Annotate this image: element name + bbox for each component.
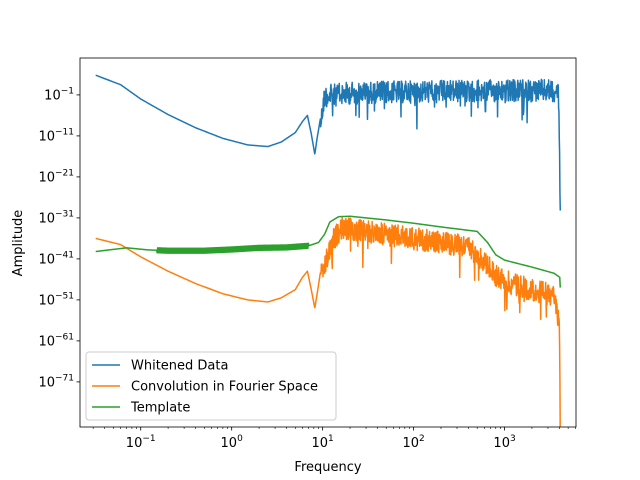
y-tick-label-7: 10−71 bbox=[38, 373, 74, 390]
x-tick-label-4: 103 bbox=[493, 434, 515, 451]
y-tick-label-6: 10−61 bbox=[38, 332, 74, 349]
plot-frame bbox=[79, 57, 577, 428]
y-tick-label-3: 10−31 bbox=[38, 209, 74, 226]
x-tick-label-1: 100 bbox=[221, 434, 244, 451]
legend: Whitened Data Convolution in Fourier Spa… bbox=[85, 351, 337, 421]
series-line-convolution-in-fourier-space bbox=[95, 216, 561, 427]
legend-box bbox=[85, 351, 337, 421]
y-tick-label-0: 10−1 bbox=[44, 86, 74, 103]
x-tick-label-3: 102 bbox=[402, 434, 424, 451]
y-tick-label-4: 10−41 bbox=[38, 250, 74, 267]
series-layer bbox=[95, 74, 562, 427]
legend-label-whitened-data: Whitened Data bbox=[131, 359, 228, 374]
series-line-whitened-data bbox=[95, 74, 562, 211]
legend-label-convolution: Convolution in Fourier Space bbox=[131, 380, 318, 395]
x-tick-label-2: 101 bbox=[312, 434, 334, 451]
x-axis-label: Frequency bbox=[294, 460, 361, 475]
y-tick-label-5: 10−51 bbox=[38, 291, 74, 308]
y-axis-label: Amplitude bbox=[11, 210, 26, 277]
x-tick-label-0: 10−1 bbox=[126, 434, 156, 451]
y-tick-label-2: 10−21 bbox=[38, 168, 74, 185]
series-line-template bbox=[95, 215, 562, 288]
legend-label-template: Template bbox=[130, 401, 190, 416]
y-tick-label-1: 10−11 bbox=[38, 127, 74, 144]
